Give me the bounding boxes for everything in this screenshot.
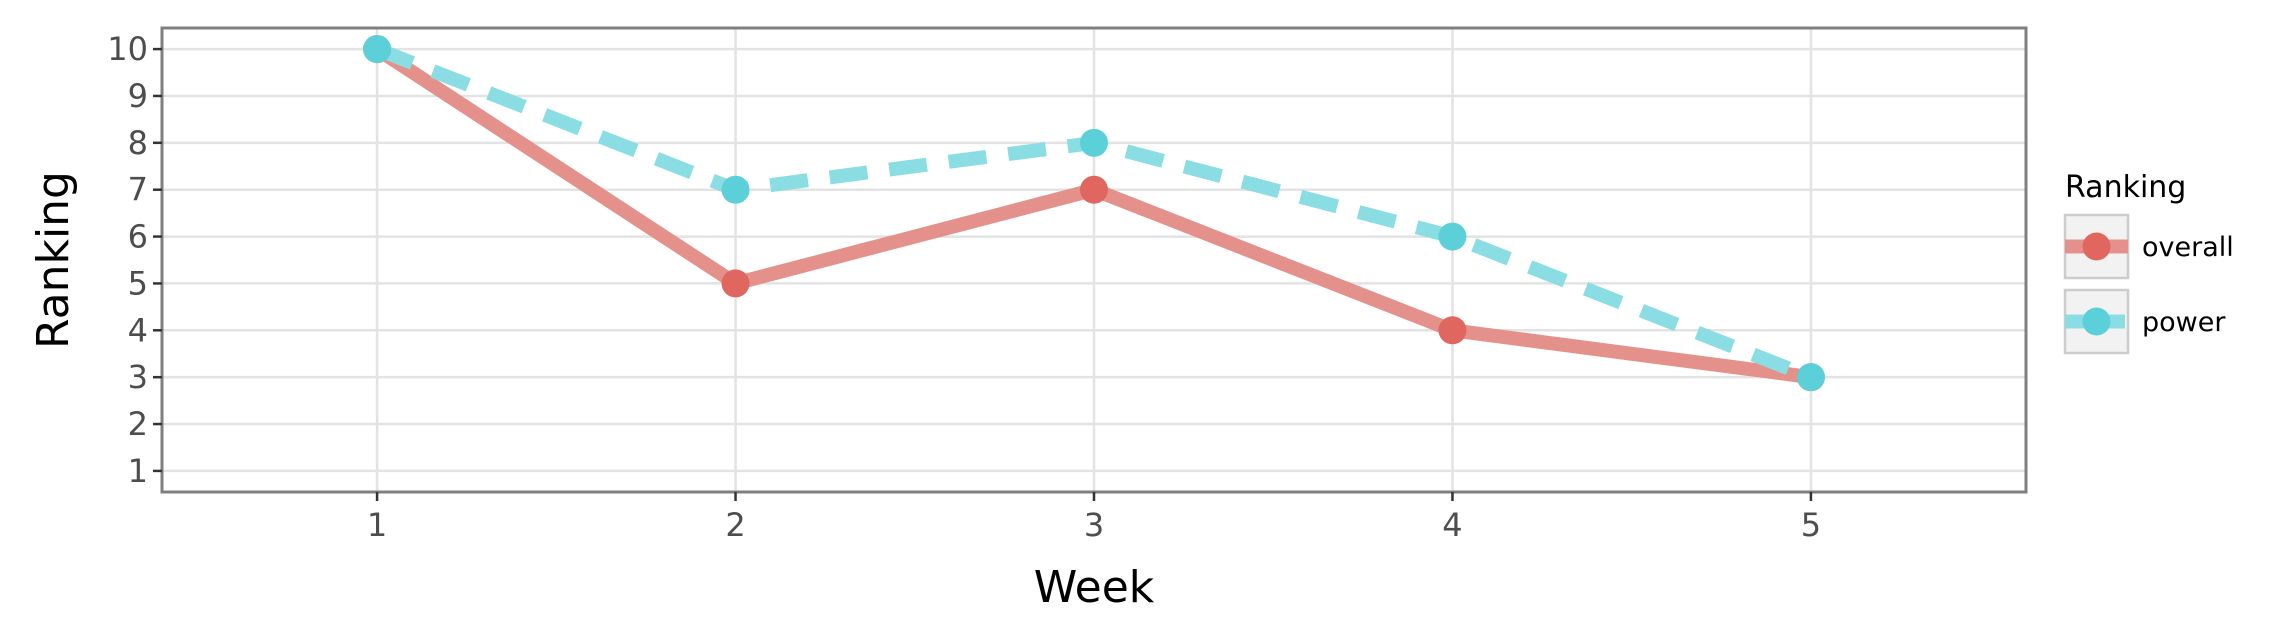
legend-item-overall: overall: [2063, 213, 2234, 280]
y-tick-label: 3: [128, 358, 148, 396]
data-point-power: [1796, 363, 1825, 392]
y-tick-label: 4: [128, 311, 148, 349]
x-tick-label: 3: [1084, 506, 1104, 544]
data-point-overall: [721, 269, 750, 298]
data-point-power: [363, 35, 392, 64]
data-point-overall: [1438, 316, 1467, 345]
legend-key-point: [2082, 307, 2111, 336]
data-point-power: [1080, 128, 1108, 157]
x-axis-title: Week: [1034, 562, 1155, 613]
x-tick-label: 4: [1442, 506, 1462, 544]
x-tick-label: 5: [1801, 506, 1821, 544]
legend-item-power: power: [2063, 288, 2226, 355]
y-tick-label: 8: [128, 124, 148, 162]
data-point-power: [721, 175, 750, 204]
legend: overall power: [2063, 213, 2234, 355]
series-points: [363, 35, 1825, 392]
y-tick-label: 2: [128, 405, 148, 443]
x-tick-label: 2: [725, 506, 745, 544]
y-tick-label: 6: [128, 218, 148, 256]
y-tick-label: 1: [128, 452, 148, 490]
axis-ticks: 1 2 3 4 5 1 2 3 4 5 6 7 8 9 10: [107, 30, 1821, 544]
y-tick-label: 5: [128, 264, 148, 302]
data-point-overall: [1080, 175, 1108, 204]
y-axis-title: Ranking: [28, 171, 79, 349]
legend-key-point: [2082, 232, 2111, 261]
data-point-power: [1438, 222, 1467, 251]
legend-label: power: [2142, 307, 2226, 338]
legend-label: overall: [2142, 232, 2234, 263]
y-tick-label: 9: [128, 77, 148, 115]
x-tick-label: 1: [367, 506, 387, 544]
legend-title: Ranking: [2065, 170, 2186, 205]
y-tick-label: 7: [128, 171, 148, 209]
y-tick-label: 10: [107, 30, 148, 68]
